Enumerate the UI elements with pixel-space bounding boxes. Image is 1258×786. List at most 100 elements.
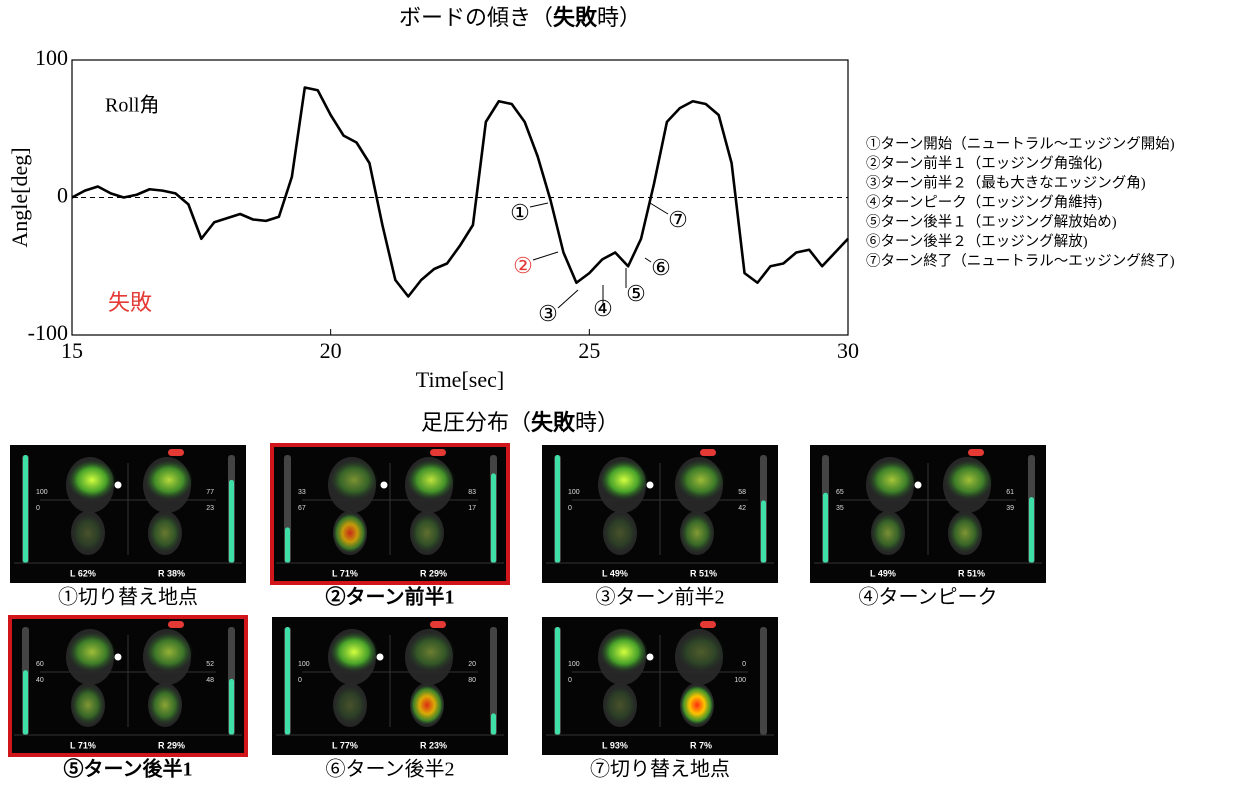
side-fill [285,527,290,563]
cop-dot [377,654,384,661]
marker-label: ④ [593,296,613,321]
hot-heel [680,685,714,725]
side-top: 100 [568,661,580,668]
pressure-panel: 10002080L 77%R 23% [272,617,508,755]
hot-heel [71,685,105,725]
cop-dot [115,654,122,661]
note: ③ターン前半２（最も大きなエッジング角) [866,174,1146,191]
title: 足圧分布（失敗時） [421,410,619,435]
note: ⑤ターン後半１（エッジング解放始め) [866,213,1117,230]
panel-caption: ②ターン前半1 [326,585,455,609]
annotation: 失敗 [108,290,152,315]
side-fill [761,500,766,563]
hot-heel [410,685,444,725]
panel-caption: ⑤ターン後半1 [64,757,193,781]
panel-caption: ①切り替え地点 [58,586,198,609]
side-fill [23,670,28,735]
marker-arrow [650,203,668,214]
right-ratio: R 23% [420,740,447,750]
marker-label: ① [510,200,530,225]
marker-label: ③ [538,301,558,326]
side-top: 100 [36,489,48,496]
side-bottom: 0 [568,505,572,512]
marker-label: ⑤ [626,281,646,306]
side-fill [491,473,496,563]
side-fill [285,627,290,735]
hot-heel [333,513,367,553]
side-top: 52 [206,661,214,668]
status-pill [168,621,184,628]
title-part: 足圧分布（ [421,410,531,435]
cop-dot [647,654,654,661]
panel-caption: ⑥ターン後半2 [326,758,455,781]
hot-heel [71,513,105,553]
right-ratio: R 38% [158,568,185,578]
hot-toe [407,632,455,672]
status-pill [430,449,446,456]
side-fill [1029,497,1034,563]
side-bottom: 67 [298,505,306,512]
cop-dot [647,482,654,489]
title: ボードの傾き（失敗時） [399,5,641,30]
side-fill [229,679,234,735]
side-top: 33 [298,489,306,496]
left-ratio: L 49% [870,568,896,578]
side-top: 100 [298,661,310,668]
side-bottom: 39 [1006,505,1014,512]
right-ratio: R 51% [958,568,985,578]
side-bar [760,627,767,735]
note: ②ターン前半１（エッジング角強化) [866,155,1102,172]
side-top: 20 [468,661,476,668]
hot-toe [945,460,993,500]
side-bottom: 48 [206,677,214,684]
y-tick-label: 0 [57,183,68,208]
left-ratio: L 71% [70,740,96,750]
left-ratio: L 71% [332,568,358,578]
title-part: 時） [597,5,641,30]
hot-toe [68,460,116,500]
marker-label: ⑥ [651,255,671,280]
title-part: 失敗 [553,5,598,30]
right-ratio: R 7% [690,740,712,750]
x-tick-label: 25 [578,338,600,363]
marker-arrow [533,252,558,260]
note: ⑦ターン終了（ニュートラル～エッジング終了) [866,252,1175,269]
left-ratio: L 93% [602,740,628,750]
hot-heel [333,685,367,725]
side-top: 65 [836,489,844,496]
side-fill [23,455,28,563]
status-pill [968,449,984,456]
marker-arrow [530,203,548,207]
side-top: 83 [468,489,476,496]
marker-arrow [645,258,651,262]
panel-caption: ⑦切り替え地点 [590,758,730,781]
side-bottom: 100 [734,677,746,684]
left-ratio: L 62% [70,568,96,578]
hot-toe [600,632,648,672]
hot-toe [407,460,455,500]
note: ④ターンピーク（エッジング角維持) [866,194,1102,211]
hot-toe [330,460,378,500]
hot-heel [603,513,637,553]
right-ratio: R 51% [690,568,717,578]
status-pill [700,621,716,628]
hot-heel [148,513,182,553]
panel-caption: ④ターンピーク [859,586,998,609]
side-bottom: 0 [36,505,40,512]
roll-line [72,88,848,297]
x-axis-label: Time[sec] [416,367,504,392]
y-tick-label: 100 [35,45,68,70]
side-top: 60 [36,661,44,668]
title-part: 失敗 [531,410,576,435]
hot-toe [68,632,116,672]
marker-arrow [558,290,578,308]
pressure-panel: 10005842L 49%R 51% [542,445,778,583]
cop-dot [915,482,922,489]
cop-dot [115,482,122,489]
hot-toe [677,460,725,500]
side-bottom: 40 [36,677,44,684]
hot-toe [677,632,725,672]
